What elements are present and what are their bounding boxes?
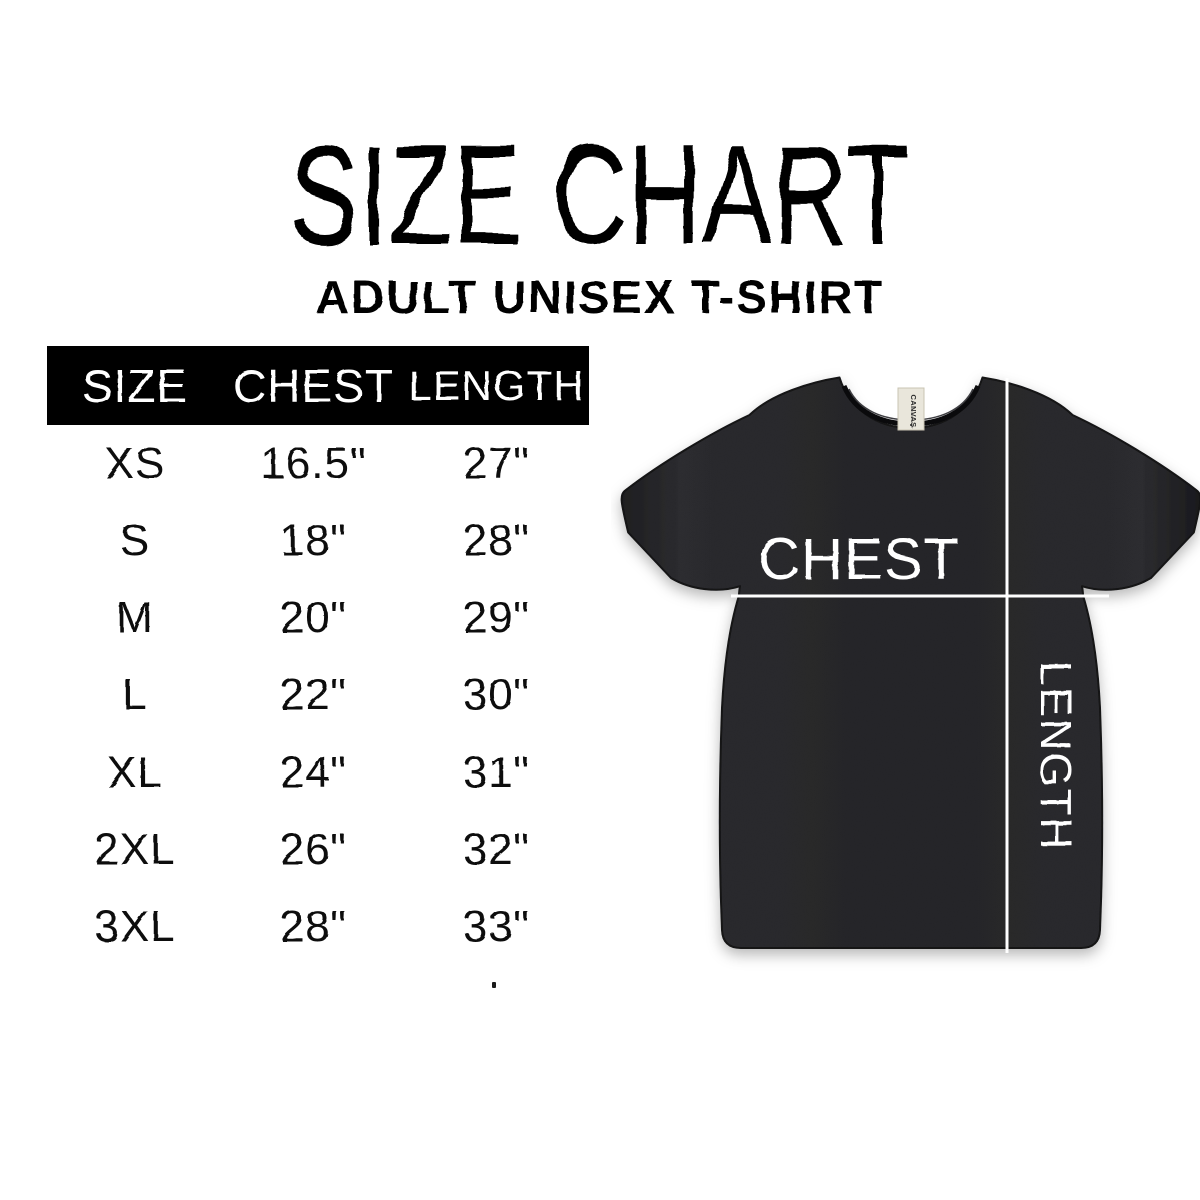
svg-text:SIZE CHART: SIZE CHART <box>290 117 910 275</box>
svg-text:LENGTH: LENGTH <box>1031 661 1080 851</box>
svg-text:CHEST: CHEST <box>758 527 960 592</box>
svg-text:ADULT UNISEX T-SHIRT: ADULT UNISEX T-SHIRT <box>316 271 884 323</box>
